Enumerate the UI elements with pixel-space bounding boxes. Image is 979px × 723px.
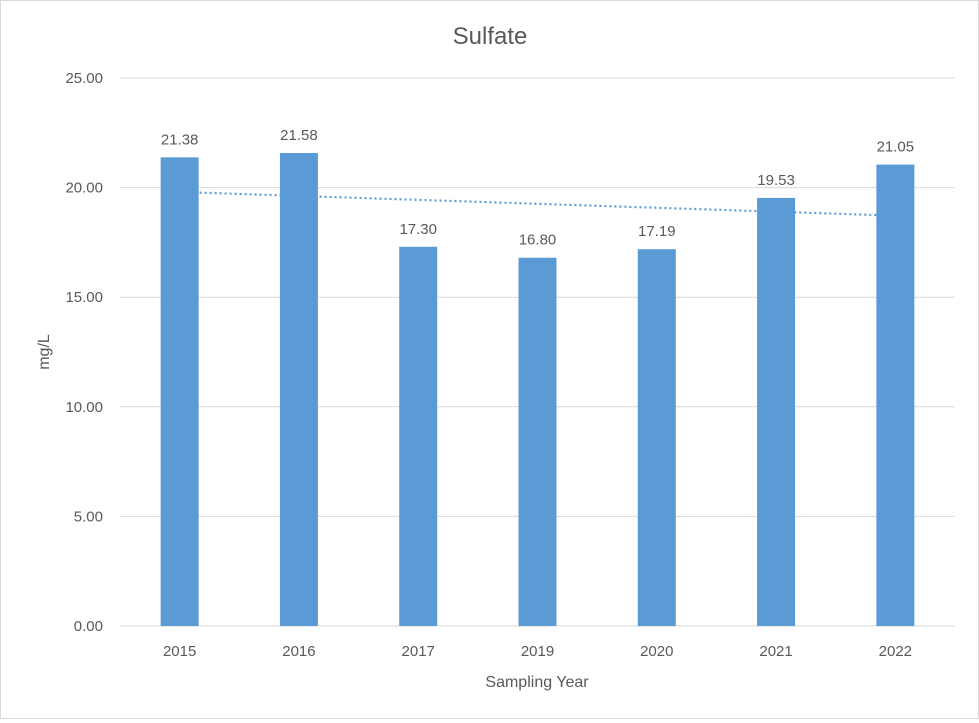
data-label: 16.80 xyxy=(519,232,557,249)
y-tick-label: 10.00 xyxy=(65,399,103,416)
x-axis-title: Sampling Year xyxy=(485,674,589,691)
y-tick-labels: 0.00 5.00 10.00 15.00 20.00 25.00 xyxy=(65,70,103,635)
x-tick-label: 2016 xyxy=(282,643,315,660)
data-label: 17.30 xyxy=(399,221,437,238)
bar xyxy=(876,164,915,627)
x-tick-label: 2015 xyxy=(163,643,196,660)
y-tick-label: 0.00 xyxy=(74,618,103,635)
data-label: 19.53 xyxy=(757,172,795,189)
x-tick-labels: 2015 2016 2017 2019 2020 2021 2022 xyxy=(163,643,912,660)
bar xyxy=(399,246,438,626)
data-label: 21.05 xyxy=(877,139,915,156)
x-tick-label: 2019 xyxy=(521,643,554,660)
y-tick-label: 5.00 xyxy=(74,508,103,525)
bar xyxy=(637,249,676,627)
bar xyxy=(757,197,796,626)
bars xyxy=(160,152,915,627)
y-tick-label: 25.00 xyxy=(65,70,103,87)
bar xyxy=(518,257,557,626)
bar xyxy=(279,152,318,626)
y-tick-label: 20.00 xyxy=(65,180,103,197)
trendline xyxy=(179,190,896,217)
x-tick-label: 2021 xyxy=(759,643,792,660)
chart-title: Sulfate xyxy=(453,23,528,50)
bar xyxy=(160,157,199,626)
y-tick-label: 15.00 xyxy=(65,289,103,306)
trendline-group xyxy=(179,190,896,217)
x-tick-label: 2020 xyxy=(640,643,673,660)
x-tick-label: 2017 xyxy=(402,643,435,660)
x-tick-label: 2022 xyxy=(879,643,912,660)
data-label: 17.19 xyxy=(638,223,676,240)
data-labels: 21.38 21.58 17.30 16.80 17.19 19.53 21.05 xyxy=(161,127,914,249)
y-axis-title: mg/L xyxy=(36,334,53,370)
data-label: 21.38 xyxy=(161,131,199,148)
data-label: 21.58 xyxy=(280,127,318,144)
